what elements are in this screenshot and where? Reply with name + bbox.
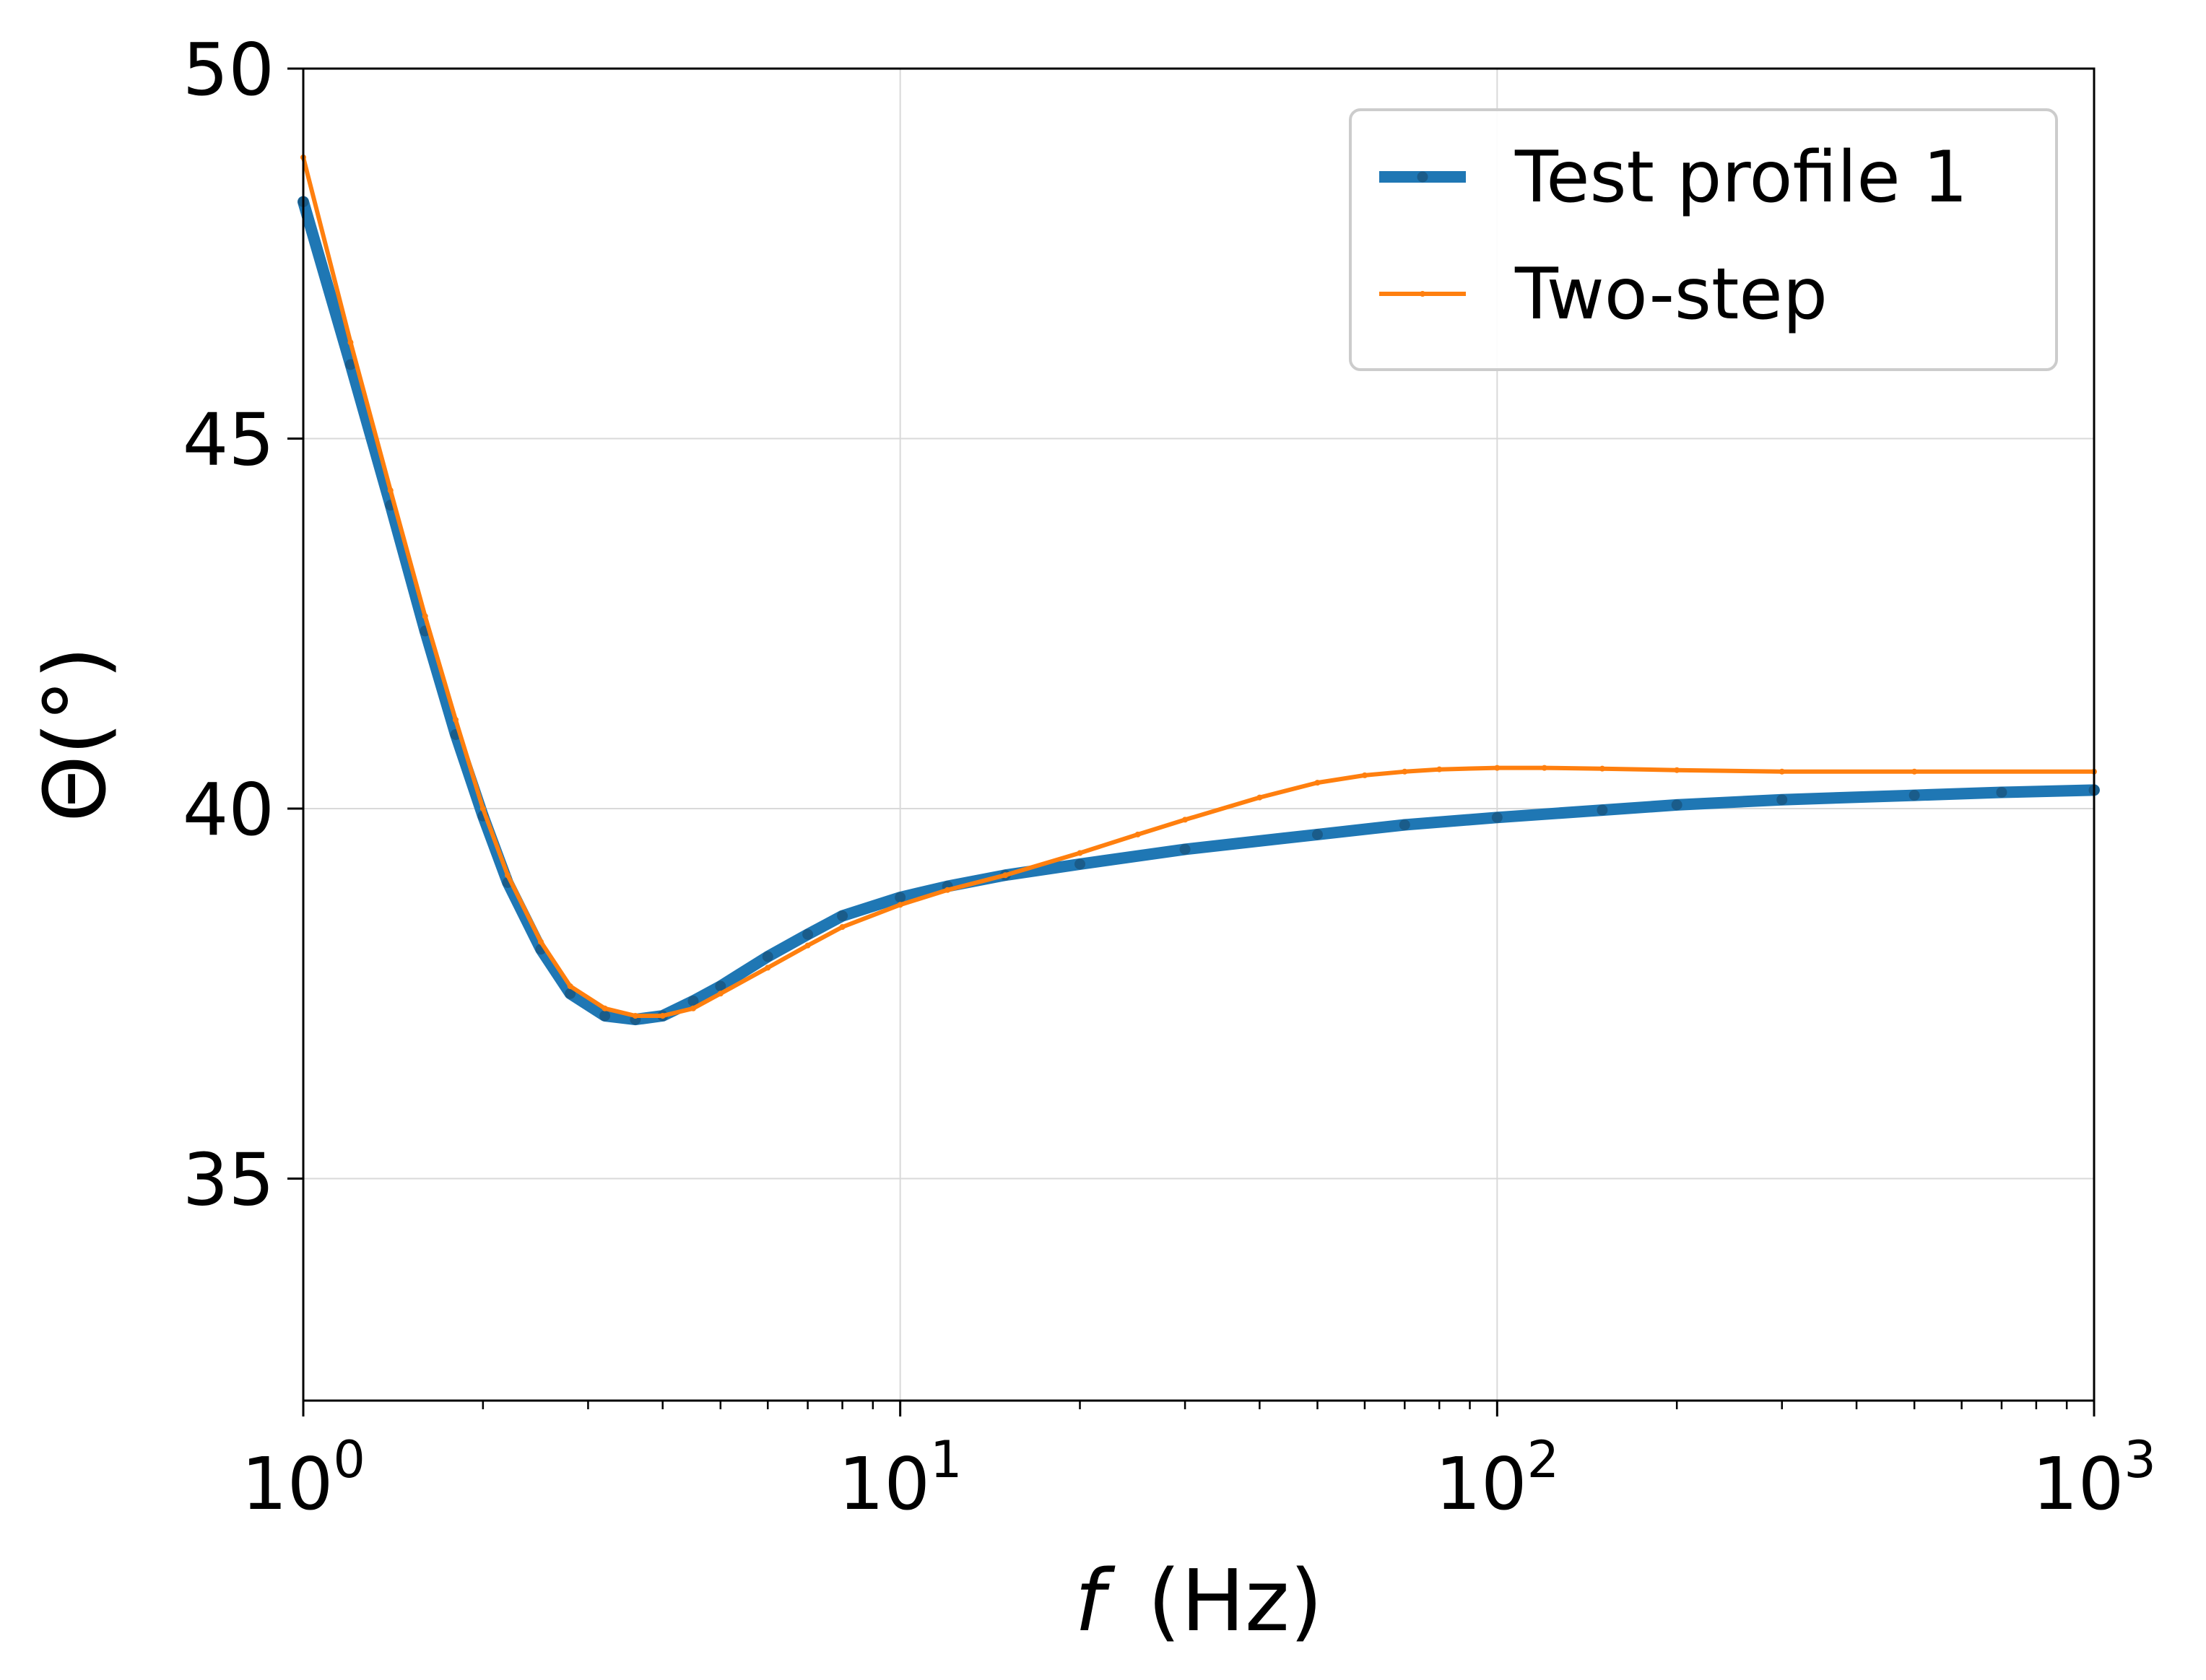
x-tick-label: 101 bbox=[838, 1430, 963, 1526]
legend-label: Test profile 1 bbox=[1514, 136, 1968, 219]
data-point bbox=[344, 359, 356, 370]
data-point bbox=[1597, 804, 1608, 816]
data-point bbox=[1494, 765, 1501, 771]
data-point bbox=[387, 487, 394, 494]
ticks bbox=[287, 67, 2096, 1416]
data-point bbox=[1779, 768, 1785, 775]
data-point bbox=[1361, 772, 1368, 778]
data-point bbox=[715, 980, 726, 992]
x-tick-label-base: 10 bbox=[241, 1442, 333, 1526]
x-tick-label: 100 bbox=[241, 1430, 365, 1526]
data-point bbox=[505, 872, 511, 879]
legend-item: Test profile 1 bbox=[1379, 136, 1968, 219]
plot-frame bbox=[302, 67, 2096, 1402]
data-point bbox=[422, 613, 428, 619]
data-point bbox=[1077, 850, 1083, 856]
x-tick-label-exponent: 2 bbox=[1527, 1430, 1560, 1489]
data-point bbox=[1436, 766, 1443, 772]
legend-frame bbox=[1349, 108, 2058, 371]
data-point bbox=[895, 892, 906, 903]
data-point bbox=[1911, 768, 1918, 775]
data-point bbox=[479, 806, 486, 811]
data-point bbox=[1074, 858, 1086, 870]
data-point bbox=[1311, 829, 1323, 840]
x-tick-label-exponent: 3 bbox=[2124, 1430, 2156, 1489]
data-point bbox=[690, 1005, 696, 1011]
y-axis-label: Θ(°) bbox=[25, 646, 125, 822]
data-point bbox=[762, 951, 773, 962]
data-point bbox=[1541, 765, 1547, 771]
x-tick-label-exponent: 0 bbox=[333, 1430, 365, 1489]
data-point bbox=[1402, 768, 1408, 775]
data-point bbox=[1996, 786, 2007, 798]
data-point bbox=[453, 717, 459, 723]
legend-label: Two-step bbox=[1514, 253, 1828, 336]
legend-item: Two-step bbox=[1379, 253, 1828, 336]
data-point bbox=[567, 983, 573, 989]
data-point bbox=[802, 928, 814, 940]
x-tick-label-exponent: 1 bbox=[930, 1430, 963, 1489]
series-layer bbox=[298, 154, 2100, 1026]
x-tick-label: 102 bbox=[1435, 1430, 1559, 1526]
data-point bbox=[1179, 843, 1191, 855]
series-2 bbox=[300, 154, 2097, 1019]
data-point bbox=[1599, 765, 1605, 772]
data-point bbox=[599, 1010, 611, 1022]
data-point bbox=[1491, 811, 1503, 823]
data-point bbox=[1256, 794, 1263, 801]
data-point bbox=[837, 910, 848, 922]
data-point bbox=[537, 939, 544, 945]
data-point bbox=[804, 942, 811, 949]
data-point bbox=[1908, 790, 1920, 801]
x-tick-label: 103 bbox=[2032, 1430, 2156, 1526]
data-point bbox=[1671, 799, 1682, 811]
legend: Test profile 1 Two-step bbox=[1349, 108, 2058, 371]
y-tick-label: 50 bbox=[183, 27, 274, 112]
x-tick-label-base: 10 bbox=[838, 1442, 930, 1526]
data-point bbox=[717, 991, 724, 997]
x-axis-label-variable: f bbox=[1074, 1551, 1116, 1650]
data-point bbox=[565, 988, 576, 999]
series-1 bbox=[298, 196, 2100, 1026]
data-point bbox=[687, 996, 699, 1006]
data-point bbox=[765, 965, 771, 971]
data-point bbox=[1776, 794, 1788, 806]
data-point bbox=[1399, 819, 1410, 831]
data-point bbox=[602, 1005, 608, 1011]
x-tick-label-base: 10 bbox=[1435, 1442, 1527, 1526]
data-point bbox=[632, 1013, 638, 1019]
data-point bbox=[1182, 817, 1189, 823]
legend-items: Test profile 1 Two-step bbox=[1379, 136, 1968, 336]
data-point bbox=[659, 1013, 666, 1019]
data-point bbox=[347, 339, 354, 346]
data-point bbox=[839, 924, 846, 930]
data-point bbox=[1134, 831, 1141, 837]
data-point bbox=[897, 902, 903, 908]
legend-marker bbox=[1420, 291, 1425, 297]
data-point bbox=[1002, 872, 1009, 879]
data-point bbox=[1674, 767, 1680, 773]
data-point bbox=[945, 887, 951, 893]
legend-marker bbox=[1417, 171, 1428, 183]
data-point bbox=[1314, 780, 1321, 786]
y-tick-label: 45 bbox=[183, 398, 274, 482]
y-tick-label: 35 bbox=[183, 1138, 274, 1222]
y-tick-label: 40 bbox=[183, 767, 274, 852]
x-axis-label: f (Hz) bbox=[1074, 1551, 1323, 1650]
x-axis-label-unit: (Hz) bbox=[1147, 1551, 1323, 1650]
x-tick-label-base: 10 bbox=[2032, 1442, 2124, 1526]
